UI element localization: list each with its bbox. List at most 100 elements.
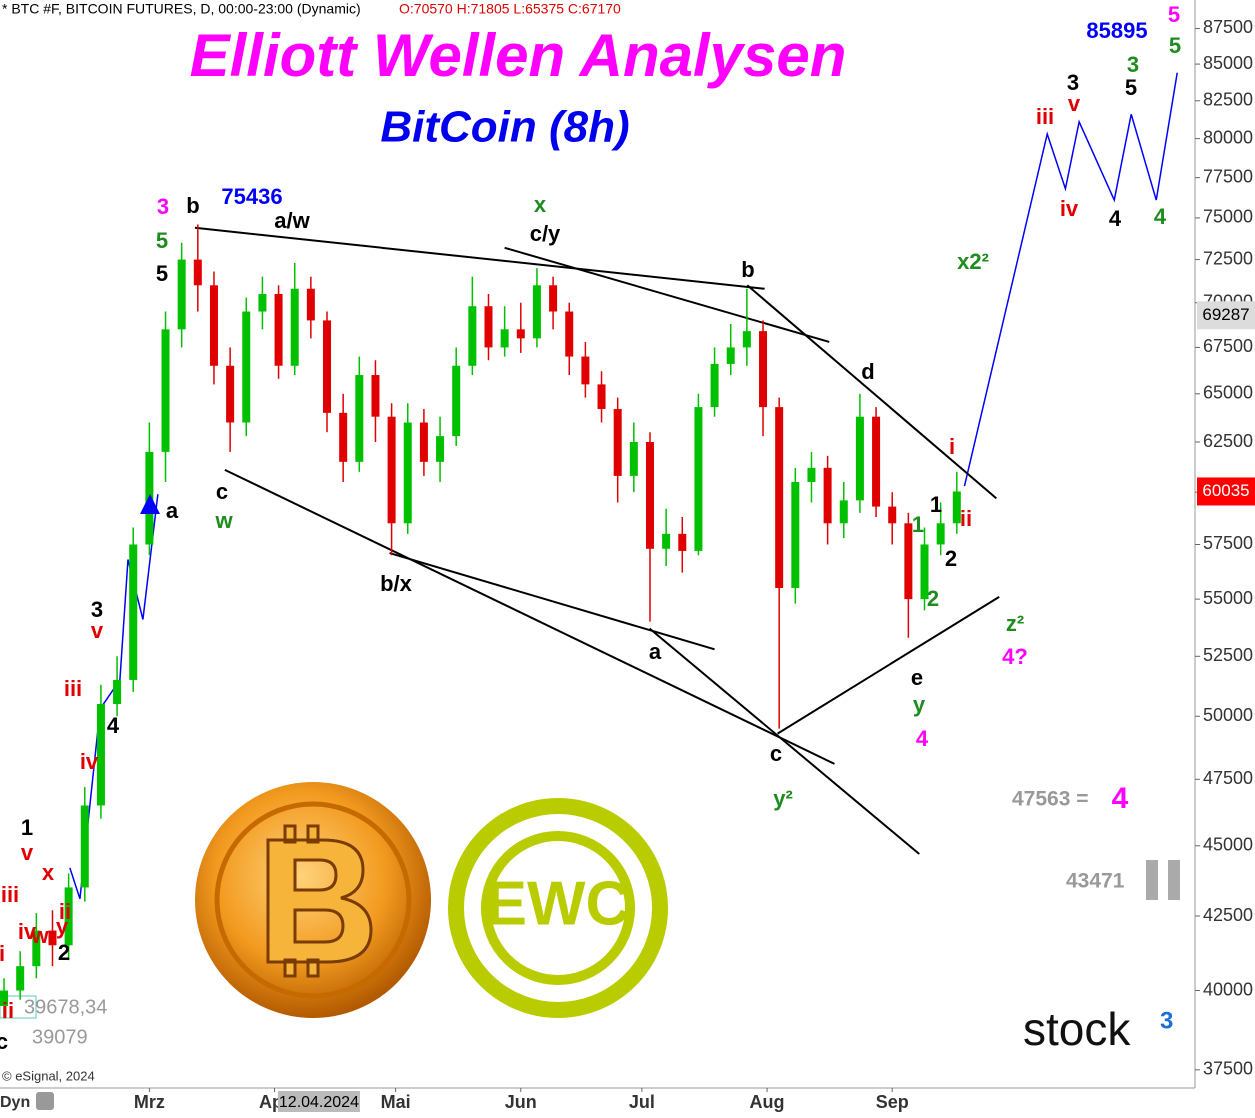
trendline: [194, 226, 765, 290]
wave-label: 4: [916, 726, 929, 751]
candle-body: [177, 259, 186, 330]
crosshair-box: [277, 1091, 360, 1112]
candle-body: [306, 288, 315, 321]
x-tick-label: Jun: [505, 1092, 537, 1112]
wave-label: 2: [927, 586, 939, 611]
wave-label: i: [0, 941, 5, 966]
x-tick-label: Aug: [750, 1092, 785, 1112]
wave-label: 4: [1109, 206, 1122, 231]
wave-label: y: [913, 692, 926, 717]
wave-label: x: [42, 860, 55, 885]
candle-body: [64, 887, 73, 946]
wave-label: a: [166, 498, 179, 523]
wave-label: w: [30, 923, 49, 948]
candle-body: [193, 259, 202, 286]
candle-body: [888, 506, 897, 524]
wave-label: ii: [2, 998, 14, 1023]
wave-label: iii: [1, 882, 19, 907]
trendline: [224, 468, 835, 765]
candle-body: [371, 375, 380, 417]
wave-label: y²: [773, 786, 793, 811]
chart-subtitle: BitCoin (8h): [380, 103, 629, 152]
wave-label: 5: [1168, 2, 1180, 27]
candle-body: [484, 306, 493, 348]
pause-bar: [1168, 860, 1180, 900]
wave-label: c/y: [530, 221, 561, 246]
wave-label: 2: [945, 546, 957, 571]
y-tick-label: 52500: [1203, 645, 1253, 665]
wave-label: 1: [21, 815, 33, 840]
candle-body: [129, 544, 138, 680]
ewc-logo-inner: [481, 831, 635, 985]
y-tick-label: 85000: [1203, 53, 1253, 73]
wave-label: 75436: [221, 184, 282, 209]
wave-label: c: [0, 1029, 8, 1054]
wave-label: c: [216, 479, 228, 504]
candle-body: [419, 422, 428, 462]
wave-path: [69, 494, 159, 900]
candle-body: [807, 467, 816, 482]
candle-body: [226, 365, 235, 423]
trendline: [777, 596, 1000, 735]
wave-label: b: [741, 257, 754, 282]
lock-icon[interactable]: [36, 1092, 54, 1110]
wave-label: 3: [1127, 52, 1139, 77]
trendline: [504, 246, 830, 343]
x-tick-label: Mai: [381, 1092, 411, 1112]
y-tick-label: 82500: [1203, 90, 1253, 110]
wave-label: 3: [157, 194, 169, 219]
wave-label: 5: [1169, 33, 1181, 58]
candle-body: [952, 491, 961, 524]
candle-body: [742, 331, 751, 348]
y-tick-label: 55000: [1203, 588, 1253, 608]
wave-label: e: [911, 665, 923, 690]
candle-body: [242, 311, 251, 423]
brand-logo-sup: 3: [1160, 1007, 1173, 1034]
y-tick-label: 62500: [1203, 431, 1253, 451]
y-tick-label: 47500: [1203, 768, 1253, 788]
target-label: 43471: [1066, 870, 1125, 893]
y-tick-label: 75000: [1203, 207, 1253, 227]
wave-label: iv: [80, 749, 99, 774]
candle-body: [258, 293, 267, 312]
y-tick-label: 42500: [1203, 905, 1253, 925]
wave-label: v: [1068, 91, 1081, 116]
wave-label: v: [21, 840, 34, 865]
wave-label: b: [186, 193, 199, 218]
price-label-box: [1197, 301, 1255, 330]
pause-bar: [1146, 860, 1158, 900]
wave-label: w: [214, 508, 233, 533]
candle-body: [0, 990, 9, 1006]
trendline: [648, 627, 920, 855]
trendline: [389, 552, 715, 651]
target-label: 47563 =: [1012, 788, 1089, 811]
candle-body: [839, 500, 848, 524]
candle-body: [775, 407, 784, 588]
price-label-box: [1197, 477, 1255, 506]
candle-body: [516, 329, 525, 339]
candle-body: [403, 422, 412, 524]
wave-label: 5: [1125, 75, 1137, 100]
trendline: [746, 284, 998, 500]
wave-label: 3: [91, 597, 103, 622]
ewc-logo-text: EWC: [486, 869, 631, 938]
bitcoin-logo-ring: [214, 801, 412, 999]
bitcoin-symbol: [266, 824, 373, 978]
wave-label: a/w: [274, 208, 310, 233]
candle-body: [209, 285, 218, 366]
wave-label: 4?: [1002, 644, 1028, 669]
candle-body: [48, 930, 57, 946]
candle-body: [532, 285, 541, 339]
y-tick-label: 67500: [1203, 336, 1253, 356]
wave-label: iv: [18, 919, 37, 944]
candle-body: [274, 293, 283, 366]
wave-label: iii: [1036, 104, 1054, 129]
wave-label: x: [534, 192, 547, 217]
wave-label: 3: [1067, 70, 1079, 95]
wave-label: ii: [59, 899, 71, 924]
candle-body: [290, 288, 299, 366]
wave-label: iv: [1060, 196, 1079, 221]
candle-body: [16, 966, 25, 991]
wave-label: c: [770, 741, 782, 766]
wave-label: 5: [156, 228, 168, 253]
